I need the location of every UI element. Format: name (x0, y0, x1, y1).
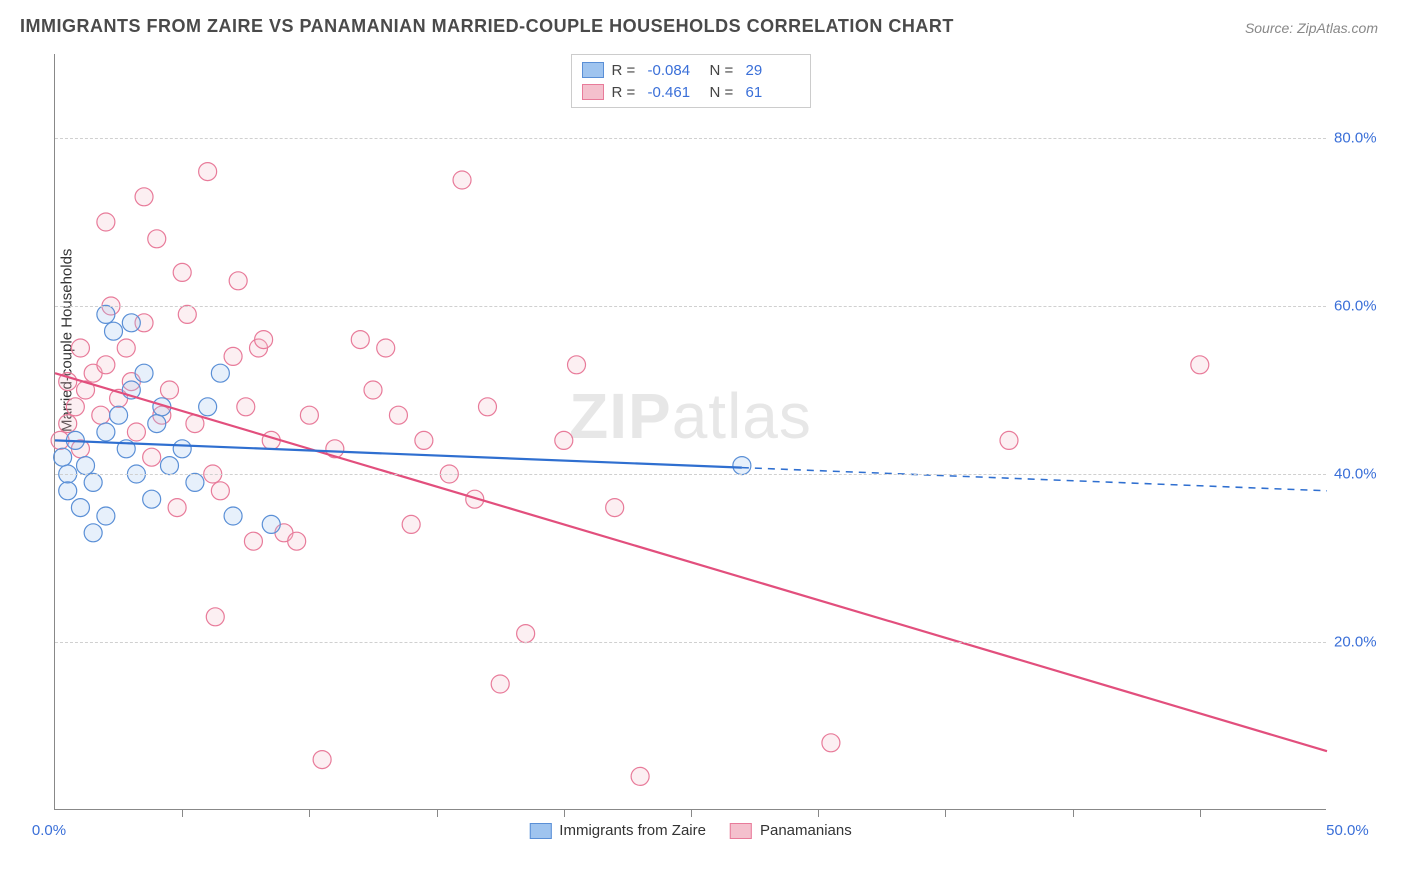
scatter-point (122, 314, 140, 332)
regression-line-dashed (742, 468, 1327, 491)
y-tick-label: 40.0% (1334, 466, 1394, 483)
y-tick-label: 60.0% (1334, 298, 1394, 315)
scatter-point (92, 406, 110, 424)
scatter-point (206, 608, 224, 626)
scatter-point (143, 448, 161, 466)
scatter-point (186, 473, 204, 491)
legend-item-blue: Immigrants from Zaire (529, 822, 706, 839)
scatter-point (415, 431, 433, 449)
scatter-point (288, 532, 306, 550)
scatter-point (389, 406, 407, 424)
x-tick (437, 809, 438, 817)
x-tick (1200, 809, 1201, 817)
scatter-point (211, 364, 229, 382)
x-tick (945, 809, 946, 817)
x-tick (564, 809, 565, 817)
x-tick (182, 809, 183, 817)
y-tick-label: 20.0% (1334, 634, 1394, 651)
scatter-point (229, 272, 247, 290)
scatter-point (97, 423, 115, 441)
scatter-point (97, 305, 115, 323)
x-tick-label: 50.0% (1326, 822, 1369, 839)
scatter-point (77, 457, 95, 475)
scatter-point (402, 515, 420, 533)
scatter-point (160, 381, 178, 399)
legend-label-pink: Panamanians (760, 822, 852, 839)
scatter-point (199, 163, 217, 181)
scatter-point (733, 457, 751, 475)
chart-svg (55, 54, 1326, 809)
scatter-point (300, 406, 318, 424)
plot-area: Married-couple Households ZIPatlas R = -… (54, 54, 1326, 810)
scatter-point (224, 507, 242, 525)
scatter-point (224, 347, 242, 365)
scatter-point (173, 263, 191, 281)
regression-line-solid (55, 373, 1327, 751)
scatter-point (59, 482, 77, 500)
scatter-point (97, 213, 115, 231)
scatter-point (54, 448, 72, 466)
y-tick-label: 80.0% (1334, 130, 1394, 147)
x-tick-label: 0.0% (32, 822, 66, 839)
scatter-point (84, 524, 102, 542)
scatter-point (117, 339, 135, 357)
scatter-point (244, 532, 262, 550)
x-tick (309, 809, 310, 817)
scatter-point (313, 751, 331, 769)
scatter-point (110, 406, 128, 424)
chart-title: IMMIGRANTS FROM ZAIRE VS PANAMANIAN MARR… (20, 16, 954, 37)
scatter-point (97, 507, 115, 525)
scatter-point (148, 230, 166, 248)
scatter-point (453, 171, 471, 189)
scatter-point (491, 675, 509, 693)
scatter-point (555, 431, 573, 449)
x-tick (691, 809, 692, 817)
scatter-point (71, 339, 89, 357)
x-tick (1073, 809, 1074, 817)
scatter-point (237, 398, 255, 416)
series-legend: Immigrants from Zaire Panamanians (529, 822, 851, 839)
legend-item-pink: Panamanians (730, 822, 852, 839)
scatter-point (135, 188, 153, 206)
x-tick (818, 809, 819, 817)
scatter-point (631, 767, 649, 785)
scatter-point (517, 625, 535, 643)
gridline (55, 306, 1326, 307)
scatter-point (377, 339, 395, 357)
scatter-point (97, 356, 115, 374)
gridline (55, 474, 1326, 475)
scatter-point (364, 381, 382, 399)
scatter-point (84, 473, 102, 491)
scatter-point (148, 415, 166, 433)
scatter-point (71, 499, 89, 517)
scatter-point (262, 515, 280, 533)
source-attribution: Source: ZipAtlas.com (1245, 20, 1378, 36)
scatter-point (351, 331, 369, 349)
scatter-point (606, 499, 624, 517)
scatter-point (160, 457, 178, 475)
gridline (55, 138, 1326, 139)
scatter-point (1191, 356, 1209, 374)
swatch-blue-bottom (529, 823, 551, 839)
scatter-point (173, 440, 191, 458)
scatter-point (199, 398, 217, 416)
scatter-point (178, 305, 196, 323)
scatter-point (1000, 431, 1018, 449)
scatter-point (127, 423, 145, 441)
scatter-point (568, 356, 586, 374)
scatter-point (211, 482, 229, 500)
gridline (55, 642, 1326, 643)
scatter-point (66, 398, 84, 416)
scatter-point (168, 499, 186, 517)
scatter-point (135, 364, 153, 382)
scatter-point (255, 331, 273, 349)
scatter-point (59, 415, 77, 433)
swatch-pink-bottom (730, 823, 752, 839)
legend-label-blue: Immigrants from Zaire (559, 822, 706, 839)
scatter-point (143, 490, 161, 508)
scatter-point (478, 398, 496, 416)
scatter-point (105, 322, 123, 340)
scatter-point (822, 734, 840, 752)
